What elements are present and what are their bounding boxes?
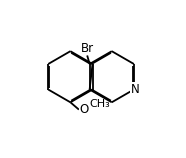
Text: CH₃: CH₃	[90, 99, 110, 109]
Text: O: O	[79, 103, 89, 116]
Text: N: N	[131, 83, 140, 96]
Text: Br: Br	[81, 42, 94, 55]
